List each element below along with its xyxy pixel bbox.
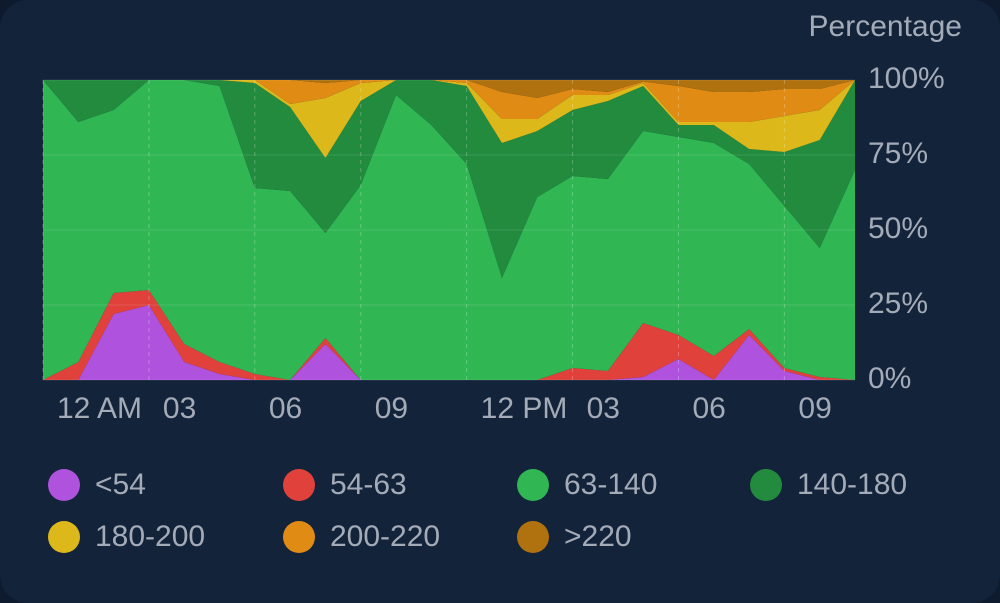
axis-label: Percentage: [809, 10, 962, 43]
legend-label: 200-220: [330, 520, 440, 553]
x-tick-label: 12 AM: [57, 392, 142, 425]
x-tick-label: 09: [375, 392, 408, 425]
legend-swatch: [517, 469, 549, 501]
area: [43, 305, 855, 380]
legend-swatch: [283, 469, 315, 501]
area: [43, 80, 855, 380]
legend-label: 63-140: [564, 468, 657, 501]
legend-swatch: [750, 469, 782, 501]
area: [43, 80, 855, 98]
x-tick-label: 06: [692, 392, 725, 425]
area: [43, 290, 855, 380]
legend-label: 180-200: [95, 520, 205, 553]
legend-label: 54-63: [330, 468, 407, 501]
legend-swatch: [283, 521, 315, 553]
legend-swatch: [517, 521, 549, 553]
y-tick-label: 75%: [868, 137, 928, 170]
x-tick-label: 09: [798, 392, 831, 425]
x-tick-label: 03: [163, 392, 196, 425]
x-tick-label: 12 PM: [481, 392, 568, 425]
area: [43, 80, 855, 278]
x-tick-label: 03: [587, 392, 620, 425]
y-tick-label: 100%: [868, 62, 945, 95]
legend-label: <54: [95, 468, 146, 501]
y-tick-label: 0%: [868, 362, 911, 395]
y-tick-label: 50%: [868, 212, 928, 245]
legend-swatch: [48, 521, 80, 553]
x-tick-label: 06: [269, 392, 302, 425]
y-tick-label: 25%: [868, 287, 928, 320]
legend-swatch: [48, 469, 80, 501]
legend-label: 140-180: [797, 468, 907, 501]
legend-label: >220: [564, 520, 632, 553]
area: [43, 80, 855, 158]
area: [43, 80, 855, 122]
